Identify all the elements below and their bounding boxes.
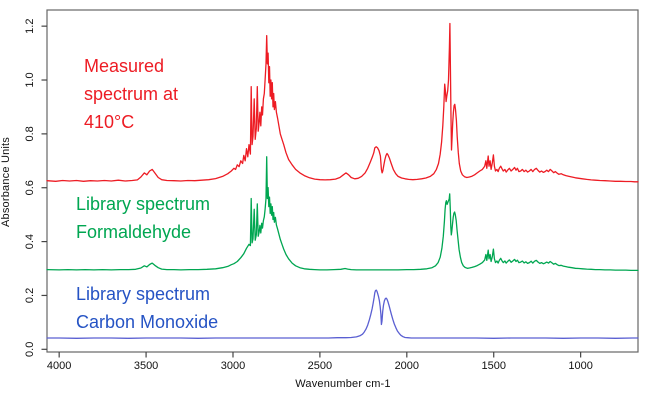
measured-410c-spectrum-line xyxy=(46,22,639,183)
x-axis-tick-label: 3000 xyxy=(221,360,245,372)
annotation-line: spectrum at xyxy=(84,84,179,104)
annotation-line: Carbon Monoxide xyxy=(76,312,219,332)
y-axis-tick-label: 0.4 xyxy=(24,234,36,249)
x-axis-tick-label: 1000 xyxy=(568,360,592,372)
formaldehyde-spectrum-line xyxy=(46,156,639,272)
y-axis-tick-label: 0.0 xyxy=(24,342,36,357)
carbon-monoxide-spectrum-line xyxy=(46,289,639,339)
y-axis-tick-label: 0.8 xyxy=(24,126,36,141)
x-axis-tick-label: 1500 xyxy=(481,360,505,372)
annotation-line: Library spectrum xyxy=(76,284,211,304)
y-axis-tick-label: 1.0 xyxy=(24,72,36,87)
x-axis-tick-label: 4000 xyxy=(47,360,71,372)
x-axis-tick-label: 2500 xyxy=(308,360,332,372)
annotation-line: Formaldehyde xyxy=(76,222,192,242)
annotation-library-formaldehyde: Library spectrum Formaldehyde xyxy=(76,190,210,246)
annotation-library-carbon-monoxide: Library spectrum Carbon Monoxide xyxy=(76,280,218,336)
x-axis-tick-label: 3500 xyxy=(134,360,158,372)
x-axis-title: Wavenumber cm-1 xyxy=(295,378,391,390)
y-axis-tick-label: 1.2 xyxy=(24,19,36,34)
annotation-measured-spectrum-410c: Measured spectrum at 410°C xyxy=(84,52,178,136)
annotation-line: Library spectrum xyxy=(76,194,211,214)
y-axis-tick-label: 0.2 xyxy=(24,288,36,303)
y-axis-tick-label: 0.6 xyxy=(24,180,36,195)
annotation-line: 410°C xyxy=(84,112,135,132)
x-axis-tick-label: 2000 xyxy=(395,360,419,372)
y-axis-title: Absorbance Units xyxy=(0,136,12,228)
annotation-line: Measured xyxy=(84,56,165,76)
